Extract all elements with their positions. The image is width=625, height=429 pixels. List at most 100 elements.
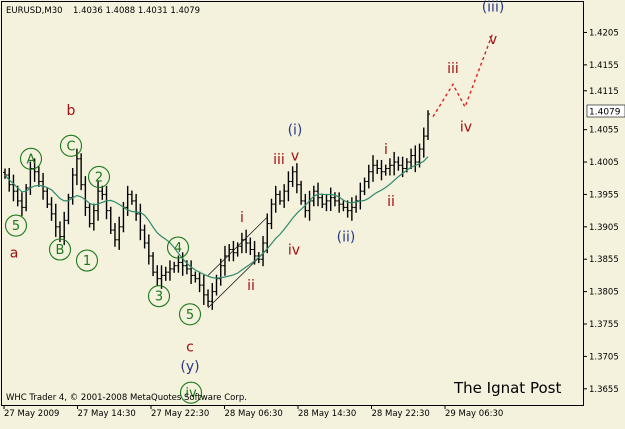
price-bar <box>117 216 122 250</box>
price-bar <box>159 265 164 289</box>
y-tick-label: 1.3705 <box>589 352 619 362</box>
svg-text:i: i <box>240 210 244 226</box>
price-bar <box>201 275 206 305</box>
x-tick-label: 27 May 22:30 <box>151 409 209 419</box>
svg-text:(y): (y) <box>180 359 199 375</box>
price-bar <box>36 166 41 187</box>
x-tick-label: 29 May 06:30 <box>445 409 503 419</box>
price-bar <box>294 163 299 194</box>
svg-text:ii: ii <box>387 194 395 210</box>
price-bar <box>129 190 134 205</box>
x-tick-label: 27 May 2009 <box>4 409 59 419</box>
wave-label: 1 <box>75 249 99 272</box>
wave-label: iii <box>273 152 285 168</box>
price-bar <box>324 193 329 212</box>
svg-text:(i): (i) <box>288 123 303 139</box>
price-bar <box>286 171 291 202</box>
svg-text:2: 2 <box>95 170 103 185</box>
price-bar <box>379 159 384 181</box>
svg-text:a: a <box>10 246 19 262</box>
price-bar <box>45 187 50 209</box>
wave-label: 5 <box>4 214 28 237</box>
price-bar <box>366 164 371 189</box>
price-bar <box>189 260 194 284</box>
price-bar <box>49 197 54 221</box>
price-bar <box>290 166 295 187</box>
y-tick-label: 1.4055 <box>589 126 619 136</box>
svg-text:(ii): (ii) <box>337 230 356 246</box>
wave-label: v <box>489 32 497 48</box>
wave-label: 5 <box>178 303 202 326</box>
price-bar <box>239 232 244 254</box>
price-bar <box>273 185 278 213</box>
svg-text:iii: iii <box>447 61 459 77</box>
moving-average-line <box>4 156 429 279</box>
wave-label: A <box>19 147 43 170</box>
projection-path <box>432 32 494 118</box>
wave-label: i <box>240 210 244 226</box>
wave-label: B <box>48 238 72 261</box>
svg-text:c: c <box>186 340 194 356</box>
price-bar <box>387 158 392 176</box>
price-bar <box>163 266 168 281</box>
price-bar <box>349 197 354 221</box>
price-bar <box>210 283 215 310</box>
price-bar <box>91 203 96 231</box>
price-bar <box>172 261 177 273</box>
y-tick-label: 1.3755 <box>589 320 619 330</box>
price-bar <box>180 252 185 276</box>
price-bar <box>383 164 388 176</box>
price-bar <box>371 155 376 182</box>
price-bar <box>341 200 346 212</box>
x-tick-label: 28 May 14:30 <box>298 409 356 419</box>
price-bar <box>151 252 156 277</box>
price-bar <box>142 224 147 249</box>
svg-text:1: 1 <box>83 254 91 269</box>
price-bar <box>146 234 151 265</box>
price-bar <box>66 193 71 225</box>
svg-text:iv: iv <box>185 386 197 401</box>
price-bar <box>277 190 282 205</box>
price-bars <box>3 110 430 310</box>
wave-label: ii <box>387 194 395 210</box>
y-tick-label: 1.4115 <box>589 87 619 97</box>
brand-watermark: The Ignat Post <box>453 379 561 397</box>
wave-label: c <box>186 340 194 356</box>
svg-text:B: B <box>56 243 65 258</box>
y-tick-label: 1.4155 <box>589 61 619 71</box>
price-bar <box>261 236 266 267</box>
price-bar <box>138 203 143 241</box>
plot-frame <box>1 1 584 406</box>
svg-text:C: C <box>66 139 75 154</box>
price-bar <box>193 271 198 283</box>
x-tick-label: 28 May 22:30 <box>372 409 430 419</box>
price-bar <box>206 289 211 307</box>
wave-label: iv <box>460 119 472 135</box>
y-tick-label: 1.3855 <box>589 255 619 265</box>
price-bar <box>332 192 337 207</box>
price-bar <box>354 195 359 213</box>
x-tick-label: 28 May 06:30 <box>225 409 283 419</box>
svg-text:ii: ii <box>247 278 255 294</box>
price-bar <box>362 177 367 196</box>
wave-label: C <box>59 134 83 157</box>
wave-label: (i) <box>288 123 303 139</box>
wave-label: 4 <box>166 236 190 259</box>
ohlc-values: 1.4036 1.4088 1.4031 1.4079 <box>73 6 200 16</box>
price-bar <box>426 110 430 141</box>
price-bar <box>299 180 304 205</box>
wave-label: ii <box>247 278 255 294</box>
y-tick-label: 1.3655 <box>589 385 619 395</box>
y-tick-label: 1.4205 <box>589 28 619 38</box>
svg-text:v: v <box>291 149 299 165</box>
current-price-box <box>586 104 625 118</box>
svg-text:4: 4 <box>174 241 182 256</box>
wave-label: a <box>10 246 19 262</box>
price-bar <box>328 187 333 212</box>
price-bar <box>231 240 236 262</box>
y-tick-label: 1.3905 <box>589 223 619 233</box>
price-bar <box>421 127 426 158</box>
price-bar <box>337 192 342 213</box>
symbol-timeframe: EURUSD,M30 <box>6 6 63 16</box>
wave-label: 2 <box>87 165 111 188</box>
